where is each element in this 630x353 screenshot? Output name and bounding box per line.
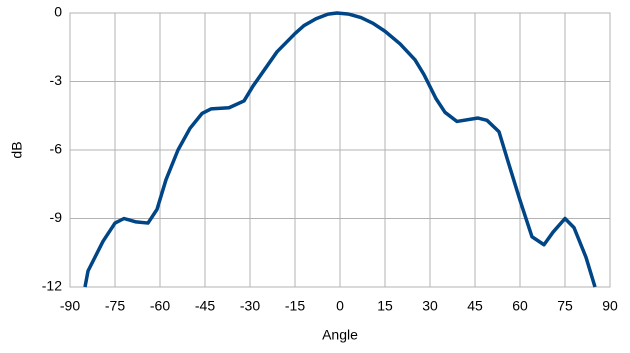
x-tick-label: 75 (557, 298, 573, 314)
x-tick-label: 60 (512, 298, 528, 314)
y-tick-label: 0 (54, 4, 62, 20)
y-axis-label: dB (9, 141, 25, 158)
x-tick-label: 0 (336, 298, 344, 314)
x-tick-label: -75 (105, 298, 125, 314)
data-line (83, 11, 597, 288)
y-tick-label: -3 (50, 72, 63, 88)
x-tick-label: -90 (60, 298, 80, 314)
x-tick-label: -30 (240, 298, 260, 314)
x-tick-label: 45 (467, 298, 483, 314)
x-tick-label: -60 (150, 298, 170, 314)
x-tick-label: 30 (422, 298, 438, 314)
x-tick-label: -45 (195, 298, 215, 314)
x-tick-label: 15 (377, 298, 393, 314)
x-tick-label: 90 (602, 298, 618, 314)
x-axis-label: Angle (322, 327, 358, 343)
y-tick-label: -9 (50, 209, 63, 225)
y-tick-label: -12 (42, 278, 62, 294)
y-tick-label: -6 (50, 141, 63, 157)
x-tick-label: -15 (285, 298, 305, 314)
